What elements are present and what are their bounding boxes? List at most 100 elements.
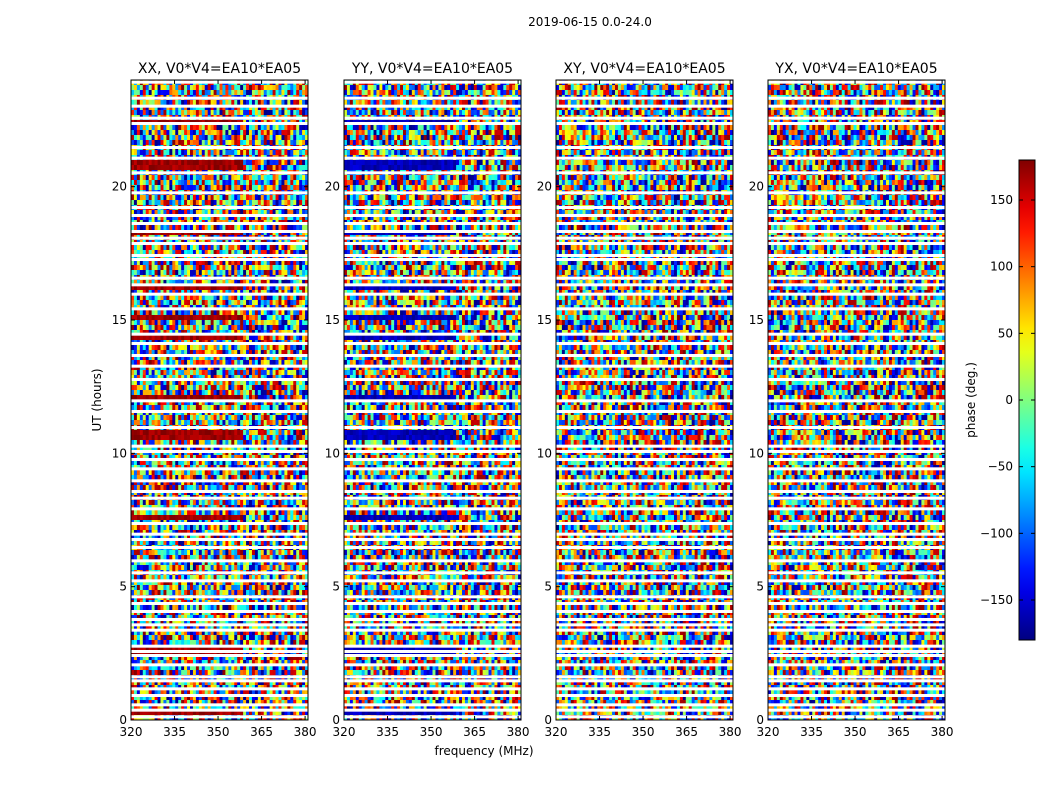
flagged-row — [131, 104, 308, 108]
flagged-row — [131, 602, 308, 605]
flagged-row — [768, 80, 945, 84]
flagged-row — [556, 191, 733, 195]
phase-image — [344, 80, 521, 720]
flagged-row — [131, 354, 308, 357]
flagged-row — [768, 242, 945, 245]
x-axis-label: frequency (MHz) — [434, 744, 533, 758]
flagged-row — [768, 156, 945, 160]
flagged-row — [768, 364, 945, 368]
flagged-row — [556, 230, 733, 233]
y-tick-label: 0 — [332, 713, 340, 727]
flagged-row — [344, 450, 521, 453]
x-tick-label: 320 — [120, 725, 143, 739]
panel-frame — [130, 79, 309, 721]
flagged-row — [556, 507, 733, 511]
x-tick-label: 365 — [887, 725, 910, 739]
flagged-row — [131, 258, 308, 261]
flagged-row — [768, 595, 945, 599]
flagged-row — [131, 242, 308, 245]
flagged-row — [556, 694, 733, 697]
flagged-row — [131, 703, 308, 707]
flagged-row — [344, 171, 521, 175]
panel-frame — [343, 79, 522, 721]
flagged-row — [344, 490, 521, 493]
flagged-row — [556, 496, 733, 500]
colorbar-tick-label: 0 — [1005, 393, 1013, 407]
flagged-row — [768, 206, 945, 209]
colorbar-tick-label: −100 — [980, 526, 1013, 540]
flagged-row — [344, 342, 521, 345]
x-tick-label: 380 — [719, 725, 742, 739]
flagged-row — [344, 242, 521, 245]
flagged-row — [344, 444, 521, 448]
y-tick-label: 15 — [749, 313, 764, 327]
flagged-row — [556, 283, 733, 287]
flagged-row — [556, 258, 733, 261]
x-tick-label: 320 — [333, 725, 356, 739]
flagged-row — [768, 532, 945, 536]
flagged-row — [556, 522, 733, 525]
x-tick-label: 380 — [507, 725, 530, 739]
flagged-row — [556, 610, 733, 613]
flagged-row — [344, 687, 521, 691]
flagged-row — [556, 715, 733, 719]
flagged-row — [131, 206, 308, 209]
panel-title: XY, V0*V4=EA10*EA05 — [563, 61, 725, 77]
flagged-row — [768, 332, 945, 336]
flagged-row — [344, 283, 521, 287]
flagged-row — [556, 532, 733, 536]
x-tick-label: 365 — [675, 725, 698, 739]
colorbar-tick-label: −50 — [988, 460, 1013, 474]
flagged-row — [131, 171, 308, 175]
flagged-row — [344, 230, 521, 233]
flagged-row — [556, 490, 733, 493]
flagged-row — [768, 116, 945, 120]
flagged-row — [768, 687, 945, 691]
flagged-row — [768, 258, 945, 261]
flagged-row — [131, 458, 308, 461]
x-tick-label: 380 — [294, 725, 317, 739]
flagged-row — [344, 276, 521, 280]
flagged-row — [768, 628, 945, 632]
y-axis-label: UT (hours) — [90, 368, 104, 431]
flagged-row — [131, 410, 308, 413]
flagged-row — [556, 467, 733, 471]
flagged-row — [556, 242, 733, 245]
flagged-row — [344, 410, 521, 413]
colorbar-tick-label: 100 — [990, 260, 1013, 274]
flagged-row — [768, 538, 945, 541]
flagged-row — [131, 579, 308, 583]
flagged-row — [131, 522, 308, 525]
flagged-row — [131, 679, 308, 683]
flagged-row — [131, 222, 308, 225]
flagged-row — [131, 444, 308, 448]
flagged-row — [344, 191, 521, 195]
flagged-row — [556, 116, 733, 120]
flagged-row — [131, 623, 308, 627]
flagged-row — [344, 236, 521, 240]
panel-frame — [767, 79, 946, 721]
flagged-row — [344, 507, 521, 511]
y-tick-label: 10 — [325, 446, 340, 460]
x-tick-label: 350 — [207, 725, 230, 739]
flagged-row — [768, 490, 945, 493]
flagged-row — [768, 507, 945, 511]
flagged-row — [344, 650, 521, 653]
flagged-row — [344, 292, 521, 296]
flagged-row — [768, 479, 945, 483]
flagged-row — [768, 354, 945, 357]
colorbar-tick-label: −150 — [980, 593, 1013, 607]
flagged-row — [131, 364, 308, 368]
flagged-row — [768, 571, 945, 575]
flagged-row — [556, 426, 733, 429]
flagged-row — [344, 703, 521, 707]
flagged-row — [131, 546, 308, 549]
y-tick-label: 15 — [112, 313, 127, 327]
flagged-row — [556, 663, 733, 667]
x-tick-label: 335 — [376, 725, 399, 739]
flagged-row — [556, 654, 733, 657]
flagged-row — [131, 687, 308, 691]
flagged-row — [131, 236, 308, 240]
flagged-row — [344, 559, 521, 563]
flagged-row — [131, 496, 308, 500]
